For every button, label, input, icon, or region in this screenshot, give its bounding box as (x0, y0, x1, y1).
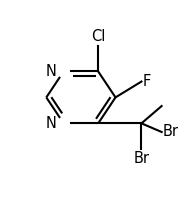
Text: N: N (46, 64, 56, 79)
Text: F: F (143, 74, 151, 89)
Text: Cl: Cl (91, 29, 105, 44)
Text: Br: Br (163, 125, 179, 139)
Text: Br: Br (133, 151, 150, 166)
Text: N: N (46, 116, 56, 131)
